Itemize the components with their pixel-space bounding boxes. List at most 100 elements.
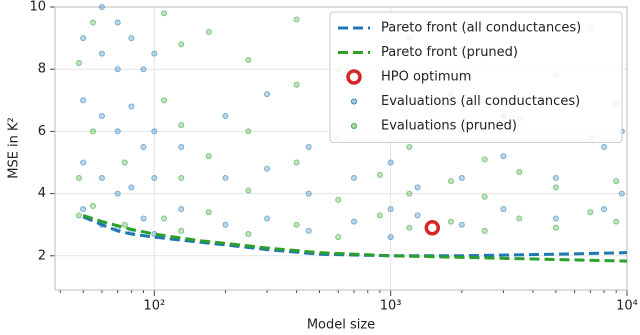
plot-frame <box>54 6 628 291</box>
evaluation-point <box>613 178 620 185</box>
evaluation-point <box>98 112 105 119</box>
evaluation-point <box>414 184 421 191</box>
evaluation-point <box>264 91 271 98</box>
pareto-front <box>82 213 628 263</box>
evaluation-point <box>178 206 185 213</box>
legend-swatch <box>350 123 357 130</box>
evaluation-point <box>245 128 252 135</box>
evaluation-point <box>80 35 87 42</box>
evaluation-point <box>618 190 625 197</box>
evaluation-point <box>406 224 413 231</box>
evaluation-point <box>516 215 523 222</box>
y-tick-label: 4 <box>38 186 46 201</box>
evaluation-point <box>80 97 87 104</box>
evaluation-point <box>458 175 465 182</box>
evaluation-point <box>161 97 168 104</box>
evaluation-point <box>140 66 147 73</box>
evaluation-point <box>516 168 523 175</box>
evaluation-point <box>245 187 252 194</box>
legend-swatch <box>346 69 362 85</box>
evaluation-point <box>222 112 229 119</box>
evaluation-point <box>376 212 383 219</box>
evaluation-point <box>151 175 158 182</box>
evaluation-point <box>500 153 507 160</box>
evaluation-point <box>406 190 413 197</box>
evaluation-point <box>178 175 185 182</box>
evaluation-point <box>552 184 559 191</box>
evaluation-point <box>114 66 121 73</box>
evaluation-point <box>376 171 383 178</box>
evaluation-point <box>387 159 394 166</box>
evaluation-point <box>178 122 185 129</box>
legend-swatch <box>350 98 357 105</box>
evaluation-point <box>587 209 594 216</box>
evaluation-point <box>205 209 212 216</box>
x-axis-label: Model size <box>307 318 375 333</box>
y-tick-label: 8 <box>38 62 46 77</box>
x-tick-label: 10² <box>143 299 165 314</box>
evaluation-point <box>481 156 488 163</box>
evaluation-point <box>222 175 229 182</box>
legend-label: Pareto front (all conductances) <box>381 21 581 36</box>
evaluation-point <box>414 212 421 219</box>
y-tick-label: 6 <box>38 124 46 139</box>
evaluation-point <box>552 215 559 222</box>
evaluation-point <box>75 175 82 182</box>
evaluation-point <box>89 128 96 135</box>
evaluation-point <box>387 206 394 213</box>
evaluation-point <box>335 196 342 203</box>
evaluation-point <box>305 143 312 150</box>
evaluation-point <box>500 206 507 213</box>
legend-label: Evaluations (all conductances) <box>381 94 580 109</box>
evaluation-point <box>121 221 128 228</box>
evaluation-point <box>447 218 454 225</box>
evaluation-point <box>151 128 158 135</box>
evaluation-point <box>89 203 96 210</box>
evaluation-point <box>481 227 488 234</box>
evaluation-point <box>552 175 559 182</box>
evaluation-point <box>293 16 300 23</box>
evaluation-point <box>178 227 185 234</box>
evaluation-point <box>305 227 312 234</box>
evaluation-point <box>128 103 135 110</box>
y-axis-label: MSE in K² <box>7 117 22 179</box>
evaluation-point <box>205 153 212 160</box>
evaluation-point <box>351 218 358 225</box>
evaluation-point <box>75 212 82 219</box>
evaluation-point <box>351 175 358 182</box>
evaluation-point <box>222 221 229 228</box>
evaluation-point <box>293 159 300 166</box>
evaluation-point <box>140 215 147 222</box>
evaluation-point <box>205 28 212 35</box>
evaluation-point <box>264 165 271 172</box>
evaluation-point <box>406 143 413 150</box>
evaluation-point <box>335 234 342 241</box>
evaluation-point <box>114 190 121 197</box>
y-tick-label: 10 <box>29 0 46 15</box>
evaluation-point <box>245 56 252 63</box>
x-tick-label: 10³ <box>380 299 402 314</box>
evaluation-point <box>613 218 620 225</box>
evaluation-point <box>128 35 135 42</box>
evaluation-point <box>89 19 96 26</box>
legend-box <box>329 11 623 143</box>
evaluation-point <box>114 128 121 135</box>
evaluation-point <box>161 215 168 222</box>
evaluation-point <box>387 234 394 241</box>
evaluation-point <box>114 19 121 26</box>
hpo-optimum <box>424 220 441 236</box>
evaluation-point <box>293 221 300 228</box>
evaluation-point <box>178 143 185 150</box>
evaluation-point <box>447 178 454 185</box>
evaluation-point <box>140 143 147 150</box>
evaluation-point <box>458 221 465 228</box>
evaluation-point <box>161 10 168 17</box>
x-tick-label: 10⁴ <box>616 299 638 314</box>
evaluation-point <box>80 159 87 166</box>
evaluation-point <box>98 175 105 182</box>
legend-label: HPO optimum <box>381 70 471 85</box>
evaluation-point <box>98 4 105 10</box>
evaluation-point <box>128 184 135 191</box>
evaluation-point <box>151 50 158 57</box>
